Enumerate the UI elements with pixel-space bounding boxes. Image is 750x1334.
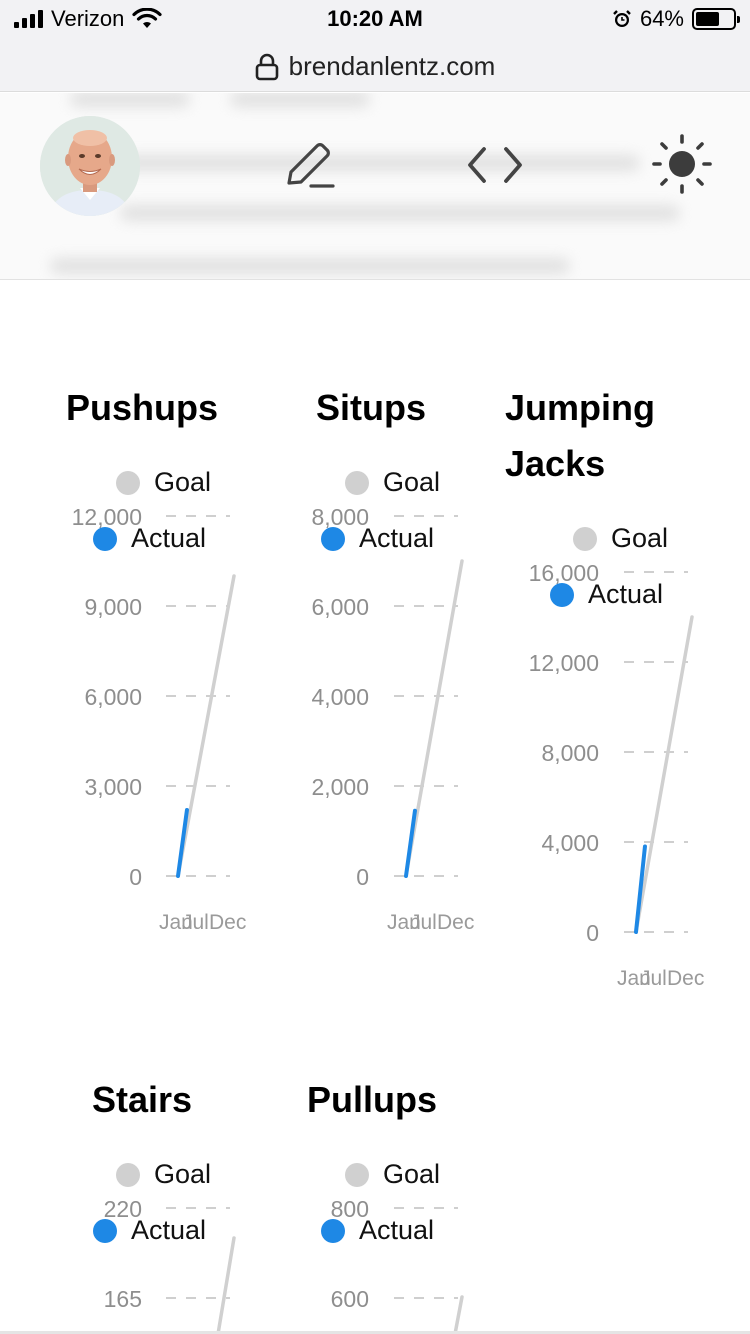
legend-actual[interactable]: Actual xyxy=(321,1215,434,1246)
actual-swatch xyxy=(550,582,574,607)
legend-goal[interactable]: Goal xyxy=(116,467,211,498)
legend-actual-label: Actual xyxy=(359,523,435,553)
legend-actual-label: Actual xyxy=(131,1215,207,1245)
legend-actual-label: Actual xyxy=(588,579,664,609)
goal-swatch xyxy=(116,1162,140,1187)
legend-goal-label: Goal xyxy=(611,523,669,553)
x-tick: Jan xyxy=(617,967,651,990)
battery-level xyxy=(696,12,720,26)
url-text[interactable]: brendanlentz.com xyxy=(288,51,496,81)
profile-photo xyxy=(40,116,140,216)
actual-line xyxy=(404,808,417,878)
x-tick: Dec xyxy=(437,911,475,934)
sun-icon[interactable] xyxy=(651,133,713,195)
alarm-icon xyxy=(613,10,631,27)
legend-goal-label: Goal xyxy=(154,467,212,497)
y-tick: 12,000 xyxy=(528,650,599,676)
y-tick: 0 xyxy=(356,864,369,890)
chart-title-line2: Jacks xyxy=(505,443,606,484)
signal-icon xyxy=(14,10,43,28)
y-tick: 3,000 xyxy=(84,774,142,800)
legend-goal-label: Goal xyxy=(383,1159,441,1189)
actual-swatch xyxy=(321,1218,345,1243)
actual-swatch xyxy=(93,1218,117,1243)
x-tick: Dec xyxy=(667,967,705,990)
code-icon[interactable] xyxy=(466,145,524,185)
legend-actual[interactable]: Actual xyxy=(93,523,206,554)
legend-goal-label: Goal xyxy=(154,1159,212,1189)
legend-actual[interactable]: Actual xyxy=(550,579,663,610)
legend-goal[interactable]: Goal xyxy=(345,467,440,498)
goal-swatch xyxy=(345,470,369,495)
bottom-divider xyxy=(0,1331,750,1334)
y-tick: 6,000 xyxy=(311,594,369,620)
address-bar[interactable]: brendanlentz.com xyxy=(0,42,750,92)
blurred-backdrop-text xyxy=(0,93,750,279)
battery-percent: 64% xyxy=(639,6,684,31)
legend-goal-label: Goal xyxy=(383,467,441,497)
x-tick: Jul xyxy=(182,911,209,934)
y-tick: 8,000 xyxy=(311,504,369,530)
goal-swatch xyxy=(573,526,597,551)
site-header xyxy=(0,93,750,280)
y-tick: 16,000 xyxy=(528,560,599,586)
legend-goal[interactable]: Goal xyxy=(573,523,668,554)
lock-icon xyxy=(255,53,278,80)
x-tick: Jan xyxy=(387,911,421,934)
goal-swatch xyxy=(116,470,140,495)
x-tick: Jan xyxy=(159,911,193,934)
y-tick: 220 xyxy=(103,1196,142,1222)
x-tick: Jul xyxy=(410,911,437,934)
avatar[interactable] xyxy=(40,116,140,216)
actual-swatch xyxy=(93,526,117,551)
legend-actual-label: Actual xyxy=(359,1215,435,1245)
battery-icon xyxy=(692,8,740,30)
legend-actual-label: Actual xyxy=(131,523,207,553)
y-tick: 165 xyxy=(103,1286,142,1312)
y-tick: 6,000 xyxy=(84,684,142,710)
x-tick: Dec xyxy=(209,911,247,934)
chart-title: Pullups xyxy=(307,1079,438,1120)
chart-title: Pushups xyxy=(66,387,219,428)
status-bar: Verizon 10:20 AM 64% xyxy=(0,0,750,42)
goal-line xyxy=(404,559,464,878)
status-right: 64% xyxy=(612,6,740,32)
chart-title: Situps xyxy=(316,387,427,428)
goal-line xyxy=(216,1236,236,1334)
carrier-name: Verizon xyxy=(51,6,125,31)
y-tick: 600 xyxy=(330,1286,369,1312)
y-tick: 0 xyxy=(586,920,599,946)
legend-actual[interactable]: Actual xyxy=(93,1215,206,1246)
x-tick: Jul xyxy=(640,967,667,990)
y-tick: 800 xyxy=(330,1196,369,1222)
legend-goal[interactable]: Goal xyxy=(116,1159,211,1190)
chart-title: Stairs xyxy=(92,1079,193,1120)
clock: 10:20 AM xyxy=(327,6,423,31)
y-tick: 0 xyxy=(129,864,142,890)
y-tick: 8,000 xyxy=(541,740,599,766)
actual-line xyxy=(634,844,647,934)
goal-line xyxy=(634,615,694,934)
wifi-icon xyxy=(132,8,162,28)
pencil-icon[interactable] xyxy=(283,138,335,190)
goal-line xyxy=(453,1295,464,1334)
chart-title-line1: Jumping xyxy=(505,387,655,428)
legend-goal[interactable]: Goal xyxy=(345,1159,440,1190)
actual-line xyxy=(176,808,189,878)
y-tick: 2,000 xyxy=(311,774,369,800)
carrier: Verizon xyxy=(14,6,162,32)
y-tick: 4,000 xyxy=(311,684,369,710)
goal-swatch xyxy=(345,1162,369,1187)
y-tick: 4,000 xyxy=(541,830,599,856)
actual-swatch xyxy=(321,526,345,551)
y-tick: 12,000 xyxy=(71,504,142,530)
y-tick: 9,000 xyxy=(84,594,142,620)
goal-line xyxy=(176,574,236,878)
legend-actual[interactable]: Actual xyxy=(321,523,434,554)
